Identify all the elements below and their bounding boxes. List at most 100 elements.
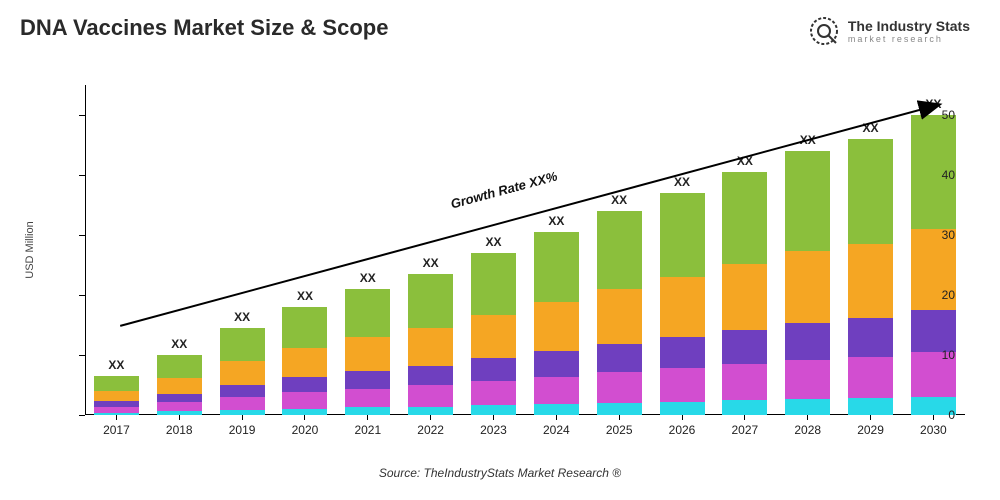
bar-segment	[471, 381, 516, 405]
x-tick-mark	[304, 415, 305, 420]
bar-segment	[345, 289, 390, 337]
bar-2018: XX2018	[157, 355, 202, 415]
bar-2030: XX2030	[911, 115, 956, 415]
bar-segment	[722, 330, 767, 364]
x-tick-label: 2026	[669, 423, 696, 437]
x-tick-mark	[367, 415, 368, 420]
bar-value-label: XX	[863, 121, 879, 135]
bar-segment	[785, 399, 830, 415]
x-tick-label: 2021	[354, 423, 381, 437]
bar-segment	[157, 378, 202, 394]
bar-segment	[785, 251, 830, 322]
y-tick-label: 0	[948, 408, 955, 422]
bar-segment	[282, 348, 327, 377]
x-tick-mark	[242, 415, 243, 420]
y-tick	[79, 355, 85, 356]
bar-segment	[94, 391, 139, 402]
x-tick-label: 2024	[543, 423, 570, 437]
x-tick-label: 2019	[229, 423, 256, 437]
bar-segment	[722, 172, 767, 264]
bar-segment	[157, 394, 202, 402]
bar-2025: XX2025	[597, 211, 642, 415]
bar-2021: XX2021	[345, 289, 390, 415]
bar-segment	[660, 277, 705, 337]
bar-segment	[282, 307, 327, 348]
bar-value-label: XX	[611, 193, 627, 207]
bar-segment	[345, 337, 390, 371]
bar-value-label: XX	[234, 310, 250, 324]
brand-logo: The Industry Stats market research	[808, 15, 970, 47]
source-attribution: Source: TheIndustryStats Market Research…	[0, 466, 1000, 480]
bar-segment	[408, 366, 453, 386]
bar-segment	[345, 389, 390, 408]
bar-2023: XX2023	[471, 253, 516, 415]
y-tick-label: 30	[942, 228, 955, 242]
bar-segment	[848, 357, 893, 398]
bar-segment	[94, 376, 139, 391]
x-tick-mark	[116, 415, 117, 420]
x-tick-label: 2029	[857, 423, 884, 437]
bar-segment	[408, 407, 453, 415]
bar-segment	[660, 337, 705, 368]
x-tick-label: 2022	[417, 423, 444, 437]
bar-2024: XX2024	[534, 232, 579, 415]
bar-segment	[534, 351, 579, 377]
y-tick	[79, 235, 85, 236]
bar-segment	[722, 400, 767, 415]
x-tick-label: 2027	[732, 423, 759, 437]
bar-segment	[471, 358, 516, 381]
x-tick-mark	[556, 415, 557, 420]
bar-segment	[282, 377, 327, 392]
bar-value-label: XX	[171, 337, 187, 351]
bar-segment	[722, 364, 767, 400]
y-tick-label: 50	[942, 108, 955, 122]
bar-2022: XX2022	[408, 274, 453, 415]
bar-segment	[534, 232, 579, 302]
bar-segment	[220, 397, 265, 410]
bar-segment	[157, 402, 202, 411]
bar-2017: XX2017	[94, 376, 139, 415]
bar-segment	[597, 289, 642, 344]
y-tick-label: 40	[942, 168, 955, 182]
bar-value-label: XX	[108, 358, 124, 372]
y-tick-label: 20	[942, 288, 955, 302]
bar-segment	[848, 244, 893, 319]
bar-2020: XX2020	[282, 307, 327, 415]
x-tick-mark	[179, 415, 180, 420]
bar-segment	[534, 302, 579, 351]
bar-segment	[785, 360, 830, 400]
bar-segment	[220, 385, 265, 397]
bar-segment	[534, 404, 579, 415]
x-tick-mark	[619, 415, 620, 420]
bar-segment	[785, 323, 830, 360]
chart-plot-area: USD Million XX2017XX2018XX2019XX2020XX20…	[85, 85, 965, 415]
x-tick-label: 2017	[103, 423, 130, 437]
x-tick-mark	[807, 415, 808, 420]
y-tick	[79, 175, 85, 176]
bar-2028: XX2028	[785, 151, 830, 415]
bar-segment	[471, 253, 516, 315]
x-tick-mark	[933, 415, 934, 420]
y-tick	[79, 115, 85, 116]
logo-gear-icon	[808, 15, 840, 47]
bar-segment	[660, 368, 705, 401]
x-tick-mark	[430, 415, 431, 420]
bar-segment	[282, 392, 327, 408]
bar-value-label: XX	[360, 271, 376, 285]
bar-segment	[597, 403, 642, 415]
bars-container: XX2017XX2018XX2019XX2020XX2021XX2022XX20…	[85, 85, 965, 415]
x-tick-label: 2030	[920, 423, 947, 437]
bar-2027: XX2027	[722, 172, 767, 415]
x-tick-label: 2025	[606, 423, 633, 437]
bar-segment	[911, 310, 956, 352]
bar-segment	[597, 372, 642, 403]
bar-value-label: XX	[925, 97, 941, 111]
x-tick-label: 2028	[794, 423, 821, 437]
bar-value-label: XX	[737, 154, 753, 168]
x-tick-label: 2023	[480, 423, 507, 437]
bar-segment	[471, 315, 516, 359]
bar-value-label: XX	[674, 175, 690, 189]
bar-value-label: XX	[548, 214, 564, 228]
bar-segment	[660, 193, 705, 277]
x-tick-mark	[682, 415, 683, 420]
